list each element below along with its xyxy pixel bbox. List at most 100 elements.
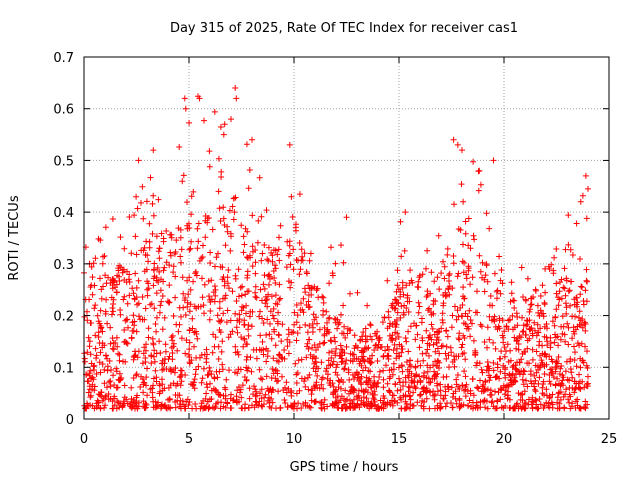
data-point — [484, 363, 491, 370]
data-point — [520, 404, 527, 410]
data-point — [560, 393, 567, 400]
data-point — [496, 325, 503, 332]
data-point — [426, 352, 432, 359]
data-point — [194, 335, 201, 342]
data-point — [535, 380, 542, 387]
data-point — [113, 281, 120, 288]
data-point — [384, 380, 391, 387]
data-point — [238, 334, 245, 341]
data-point — [505, 326, 512, 333]
data-point — [445, 272, 452, 279]
data-point — [132, 348, 138, 355]
data-point — [581, 384, 588, 391]
data-point — [551, 339, 558, 346]
data-point — [163, 228, 170, 234]
data-point — [314, 372, 321, 379]
data-point — [500, 339, 507, 346]
data-point — [442, 403, 449, 410]
data-point — [234, 317, 241, 324]
data-point — [137, 316, 144, 323]
data-point — [536, 396, 543, 402]
data-point — [198, 379, 205, 386]
data-point — [427, 290, 434, 297]
data-point — [513, 310, 520, 317]
data-point — [144, 252, 151, 259]
data-point — [93, 352, 100, 359]
data-point — [338, 311, 344, 318]
data-point — [249, 212, 256, 219]
data-point — [474, 384, 481, 391]
data-point — [190, 278, 197, 285]
data-point — [129, 285, 136, 292]
data-point — [360, 348, 367, 355]
data-point — [379, 319, 386, 326]
data-point — [513, 371, 519, 378]
data-point — [443, 355, 450, 362]
data-point — [186, 246, 193, 253]
y-tick-label: 0.6 — [53, 103, 74, 118]
data-point — [394, 330, 401, 337]
data-point — [420, 405, 427, 412]
data-point — [240, 233, 247, 240]
data-point — [577, 291, 584, 298]
data-point — [256, 174, 263, 181]
data-point — [133, 394, 140, 401]
data-point — [121, 327, 128, 333]
data-point — [358, 387, 365, 394]
x-tick-label: 10 — [286, 432, 303, 447]
data-point — [216, 305, 223, 312]
data-point — [120, 358, 126, 365]
data-point — [253, 399, 260, 406]
data-point — [132, 233, 139, 240]
data-point — [560, 284, 567, 291]
data-point — [126, 279, 133, 285]
data-point — [252, 289, 259, 296]
data-point — [150, 147, 157, 154]
data-point — [376, 368, 383, 375]
data-point — [237, 284, 244, 291]
data-point — [455, 383, 462, 390]
data-point — [410, 402, 417, 409]
data-point — [411, 320, 417, 327]
data-point — [307, 351, 314, 358]
data-point — [107, 395, 114, 402]
data-point — [367, 333, 374, 340]
data-point — [268, 375, 275, 381]
data-point — [391, 341, 398, 348]
data-point — [243, 341, 250, 347]
data-point — [204, 351, 210, 358]
data-point — [479, 369, 486, 376]
data-point — [363, 395, 370, 402]
data-point — [325, 329, 332, 336]
data-point — [460, 198, 467, 205]
data-point — [234, 329, 241, 336]
data-point — [559, 313, 566, 320]
data-point — [182, 350, 189, 357]
data-point — [259, 250, 266, 257]
data-point — [476, 252, 483, 259]
data-point — [494, 287, 501, 294]
data-point — [577, 386, 584, 392]
data-point — [511, 324, 518, 331]
data-point — [436, 350, 443, 357]
data-point — [200, 365, 207, 372]
data-point — [156, 309, 163, 316]
data-point — [567, 246, 574, 253]
data-point — [264, 303, 271, 310]
data-point — [512, 378, 519, 385]
data-point — [567, 405, 574, 412]
data-point — [488, 399, 495, 406]
data-point — [206, 296, 213, 303]
data-point — [287, 402, 294, 409]
data-point — [138, 199, 144, 206]
data-point — [120, 398, 127, 405]
data-point — [283, 379, 290, 386]
data-point — [245, 326, 252, 333]
data-point — [283, 389, 290, 396]
data-point — [579, 192, 586, 199]
data-point — [373, 405, 380, 412]
y-tick-label: 0 — [66, 413, 74, 428]
data-point — [245, 332, 252, 339]
data-point — [97, 325, 104, 332]
data-point — [156, 255, 163, 262]
